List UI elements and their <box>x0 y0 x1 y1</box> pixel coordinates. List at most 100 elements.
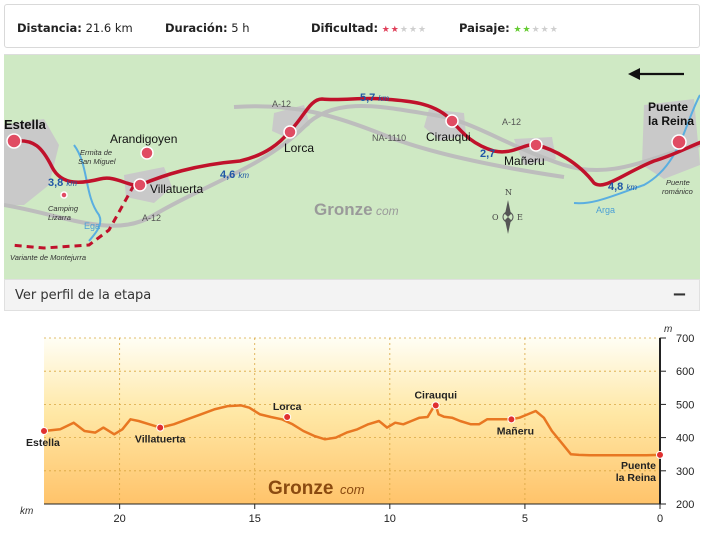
map-watermark: Gronze com <box>314 200 399 219</box>
star-filled-icon: ★ <box>390 25 400 35</box>
town-point-label: Mañeru <box>497 425 534 437</box>
river-labels: Ega Arga <box>84 205 615 231</box>
y-tick-label: 700 <box>676 333 694 345</box>
star-empty-icon: ★ <box>549 25 559 35</box>
rivers <box>73 94 700 242</box>
estella-marker <box>6 133 22 149</box>
town-point-marker <box>431 401 440 410</box>
river-arga <box>573 94 700 205</box>
estella-label: Estella <box>4 117 47 132</box>
x-tick-label: 5 <box>522 513 528 525</box>
distance-label: Distancia: <box>17 21 82 35</box>
villatuerta-label: Villatuerta <box>150 182 203 196</box>
town-labels: Estella Arandigoyen Villatuerta Lorca Ci… <box>4 100 694 196</box>
town-point-marker <box>283 413 292 422</box>
route-line <box>13 96 700 187</box>
profile-section-header[interactable]: Ver perfil de la etapa − <box>4 279 700 311</box>
x-tick-label: 20 <box>114 513 126 525</box>
elevation-profile-chart: 200 300 400 500 600 700 20 15 10 5 0 Estella Villat… <box>20 324 694 525</box>
maneru-marker <box>529 138 543 152</box>
cirauqui-label: Cirauqui <box>426 130 471 144</box>
direction-arrow-icon <box>628 68 684 80</box>
route-map[interactable]: N O E Estella Arandigoyen Villatuerta Lo… <box>4 54 700 279</box>
x-tick-label: 10 <box>384 513 396 525</box>
town-point-label: la Reina <box>616 472 656 484</box>
profile-section-title: Ver perfil de la etapa <box>15 288 152 303</box>
elevation-line <box>43 404 661 457</box>
road-a12-label-3: A-12 <box>502 117 521 127</box>
plot-background <box>44 338 660 504</box>
town-point-label: Villatuerta <box>135 434 186 446</box>
town-annotations: Estella Villatuerta Lorca Cirauqui Mañeru Pue… <box>26 389 664 484</box>
star-empty-icon: ★ <box>540 25 550 35</box>
landscape-label: Paisaje: <box>459 21 510 35</box>
river-ega-label: Ega <box>84 221 100 231</box>
variante-note: Variante de Montejurra <box>10 253 86 262</box>
star-empty-icon: ★ <box>418 25 428 35</box>
arandigoyen-label: Arandigoyen <box>110 132 177 146</box>
y-tick-label: 600 <box>676 366 694 378</box>
arandigoyen-marker <box>140 146 154 160</box>
variante-montejurra-path <box>9 184 136 250</box>
town-markers <box>6 114 687 199</box>
star-filled-icon: ★ <box>522 25 532 35</box>
camping-note-1: Camping <box>48 204 79 213</box>
ermita-note-1: Ermita de <box>80 148 112 157</box>
distance-value: 21.6 km <box>85 21 133 35</box>
town-point-marker <box>156 423 165 432</box>
x-axis-unit: km <box>20 506 33 517</box>
y-tick-label: 500 <box>676 399 694 411</box>
profile-watermark-main: Gronze <box>268 478 333 499</box>
town-point-label: Puente <box>621 460 656 472</box>
camping-note-2: Lizarra <box>48 213 71 222</box>
road-labels: A-12 A-12 A-12 NA-1110 <box>142 99 521 223</box>
route-map-canvas: N O E Estella Arandigoyen Villatuerta Lo… <box>4 68 700 262</box>
segment-2-distance: 4,6 km <box>220 169 249 181</box>
lorca-label: Lorca <box>284 141 314 155</box>
puente-label-2: la Reina <box>648 114 694 128</box>
elevation-profile: 200 300 400 500 600 700 20 15 10 5 0 Estella Villat… <box>4 312 700 544</box>
compass-o-label: O <box>492 213 499 222</box>
road-a12-label-2: A-12 <box>142 213 161 223</box>
maneru-label: Mañeru <box>504 154 545 168</box>
x-tick-label: 15 <box>249 513 261 525</box>
map-watermark-main: Gronze <box>314 200 373 219</box>
segment-1-distance: 3,8 km <box>48 177 77 189</box>
landscape-stat: Paisaje: ★★★★★ <box>459 21 559 35</box>
segment-labels: 3,8 km 4,6 km 5,7 km 2,7 4,8 km <box>48 92 637 193</box>
villatuerta-marker <box>133 178 147 192</box>
distance-stat: Distancia: 21.6 km <box>17 21 133 35</box>
puente-romanico-note-1: Puente <box>666 178 690 187</box>
x-tick-label: 0 <box>657 513 663 525</box>
star-filled-icon: ★ <box>381 25 391 35</box>
town-point-label: Cirauqui <box>414 389 457 401</box>
star-empty-icon: ★ <box>399 25 409 35</box>
town-point-label: Estella <box>26 437 60 449</box>
difficulty-stars-icon: ★★★★★ <box>382 25 427 35</box>
river-arga-label: Arga <box>596 205 615 215</box>
profile-watermark: Gronze com <box>268 478 365 499</box>
road-na1110 <box>233 104 565 179</box>
map-notes: Ermita de San Miguel Camping Lizarra Var… <box>10 148 693 262</box>
profile-watermark-sub: com <box>340 482 365 497</box>
road-a12-label-1: A-12 <box>272 99 291 109</box>
lorca-marker <box>283 125 297 139</box>
puente-label-1: Puente <box>648 100 688 114</box>
stage-stats-bar: Distancia: 21.6 km Duración: 5 h Dificul… <box>4 4 700 48</box>
ermita-note-2: San Miguel <box>78 157 116 166</box>
compass-icon: N O E <box>492 188 523 234</box>
duration-value: 5 h <box>231 21 250 35</box>
town-point-label: Lorca <box>273 401 302 413</box>
puente-la-reina-marker <box>671 134 687 150</box>
camping-marker <box>60 191 68 199</box>
town-point-marker <box>507 415 516 424</box>
town-point-marker <box>656 450 664 459</box>
y-axis-unit: m <box>664 324 672 335</box>
star-empty-icon: ★ <box>531 25 541 35</box>
cirauqui-marker <box>445 114 459 128</box>
collapse-toggle-button[interactable]: − <box>671 284 687 305</box>
difficulty-stat: Dificultad: ★★★★★ <box>311 21 427 35</box>
segment-3-distance: 5,7 km <box>360 92 389 104</box>
difficulty-label: Dificultad: <box>311 21 379 35</box>
star-filled-icon: ★ <box>513 25 523 35</box>
